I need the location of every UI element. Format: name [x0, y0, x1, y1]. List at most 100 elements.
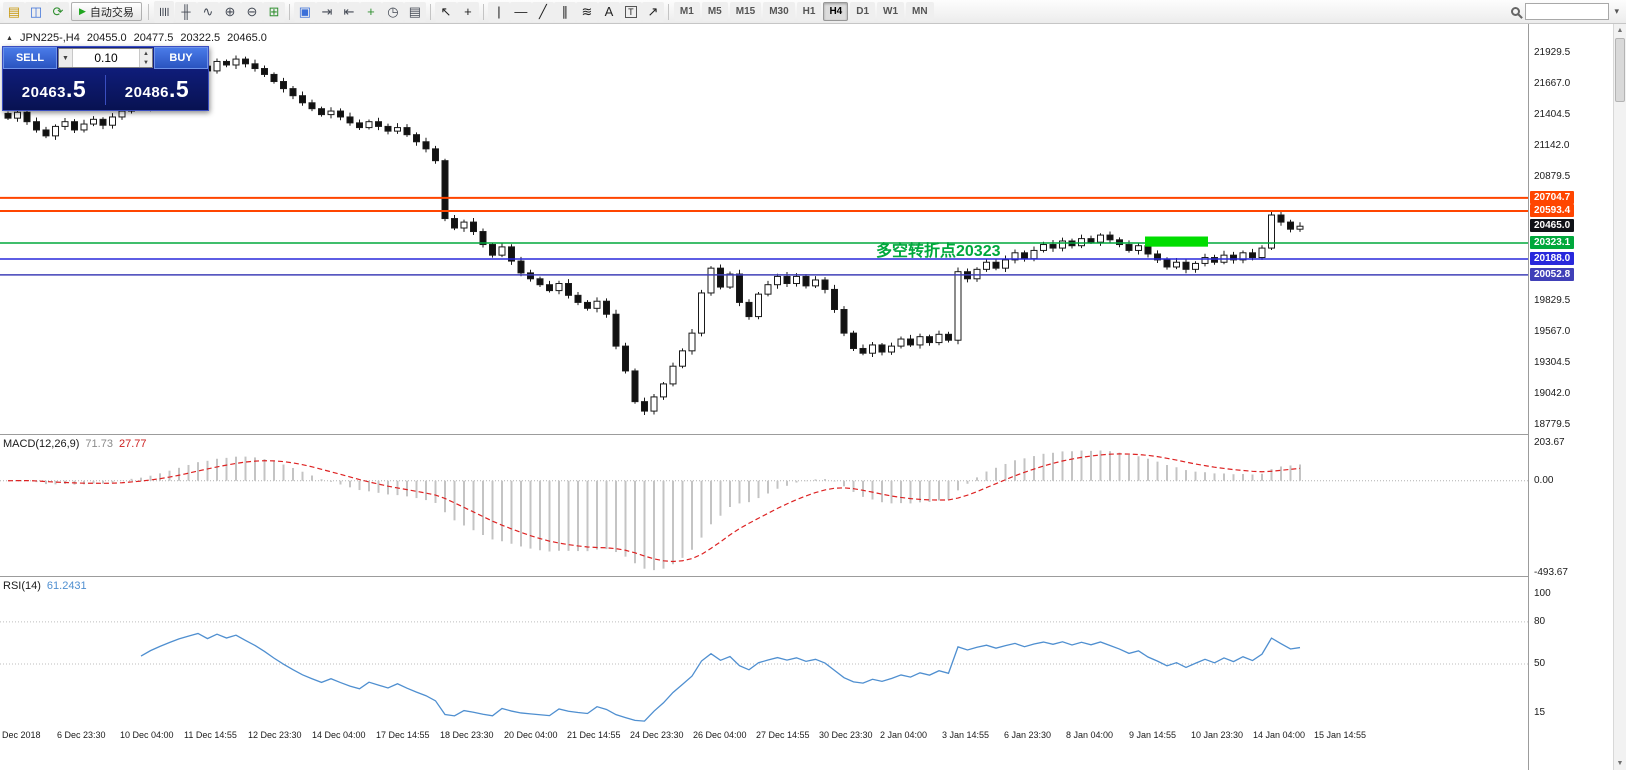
macd-tick: 203.67 — [1534, 436, 1565, 448]
line-chart-icon[interactable]: ∿ — [196, 1, 219, 22]
trendline-icon[interactable]: ╱ — [531, 1, 554, 22]
volume-dropdown-button[interactable]: ▼ — [59, 49, 73, 67]
macd-indicator-chart[interactable] — [0, 435, 1528, 576]
channel-icon[interactable]: ∥ — [553, 1, 576, 22]
auto-scroll-icon[interactable]: ⇥ — [315, 1, 338, 22]
price-badge: 20704.7 — [1530, 190, 1575, 204]
time-label: 11 Dec 14:55 — [184, 730, 237, 740]
zoom-out-icon[interactable]: ⊖ — [240, 1, 263, 22]
ohlc-close: 20465.0 — [227, 32, 267, 44]
text-icon[interactable]: A — [597, 1, 620, 22]
time-label: 24 Dec 23:30 — [630, 730, 684, 740]
scroll-up-arrow-icon[interactable]: ▲ — [1616, 27, 1624, 34]
panel-separator[interactable] — [0, 434, 1613, 435]
chart-workspace: ▲ JPN225-,H4 20455.0 20477.5 20322.5 204… — [0, 24, 1626, 770]
price-tick: 21404.5 — [1534, 109, 1571, 121]
toolbar-separator — [429, 3, 431, 20]
template-icon[interactable]: ▤ — [403, 1, 426, 22]
toolbar-separator — [667, 3, 669, 20]
terminal-icon[interactable]: ▤ — [3, 1, 25, 22]
volume-down-button[interactable]: ▼ — [139, 58, 152, 67]
toolbar-separator — [482, 3, 484, 20]
time-label: 6 Jan 23:30 — [1004, 730, 1052, 740]
toolbar-items: ▤ ◫ ⟳ ▶ 自动交易 ≣ ╫ ∿ ⊕ ⊖ ⊞ ▣ ⇥ ⇤ + ◷ ▤ ↖ + | — ╱ ∥ ≋ A T ↗ M1 M5 M15 M30… — [3, 0, 935, 23]
price-axis[interactable]: 21929.5 21667.0 21404.5 21142.0 20879.5 19829… — [1528, 24, 1613, 770]
autotrading-button[interactable]: ▶ 自动交易 — [71, 2, 142, 21]
volume-input[interactable] — [73, 49, 139, 67]
price-badge: 20052.8 — [1530, 267, 1575, 281]
macd-tick: 0.00 — [1534, 474, 1554, 486]
time-label: 6 Dec 23:30 — [57, 730, 106, 740]
rsi-value: 61.2431 — [46, 580, 87, 592]
timeframe-m5[interactable]: M5 — [701, 2, 728, 21]
chart-shift-icon[interactable]: ⇤ — [337, 1, 360, 22]
refresh-icon[interactable]: ⟳ — [47, 1, 69, 22]
macd-signal-value: 27.77 — [118, 438, 147, 450]
main-price-chart[interactable]: 多空转折点20323 — [0, 24, 1528, 434]
text-label-icon[interactable]: T — [619, 1, 642, 22]
cursor-icon[interactable]: ↖ — [434, 1, 457, 22]
scroll-down-arrow-icon[interactable]: ▼ — [1616, 760, 1624, 767]
volume-control: ▼ ▲ ▼ — [58, 48, 153, 68]
scroll-thumb[interactable] — [1615, 38, 1625, 102]
time-label: 14 Dec 04:00 — [312, 730, 366, 740]
time-label: 12 Dec 23:30 — [248, 730, 302, 740]
time-label: 14 Jan 04:00 — [1253, 730, 1306, 740]
timeframe-m1[interactable]: M1 — [673, 2, 700, 21]
trade-panel-prices: 20463.5 20486.5 — [3, 69, 208, 110]
vertical-line-icon[interactable]: | — [487, 1, 510, 22]
time-label: 21 Dec 14:55 — [567, 730, 621, 740]
one-click-trading-panel: SELL ▼ ▲ ▼ BUY 20463.5 20486.5 — [2, 46, 209, 111]
rsi-indicator-chart[interactable] — [0, 577, 1528, 723]
time-label: 30 Dec 23:30 — [819, 730, 873, 740]
chart-symbol-label: JPN225-,H4 — [19, 32, 80, 44]
crosshair-icon[interactable]: + — [456, 1, 479, 22]
time-label: 17 Dec 14:55 — [376, 730, 430, 740]
bar-chart-icon[interactable]: ≣ — [153, 0, 174, 23]
add-indicator-icon[interactable]: + — [359, 1, 382, 22]
search-input[interactable] — [1525, 3, 1610, 20]
period-icon[interactable]: ◷ — [381, 1, 404, 22]
timeframe-mn[interactable]: MN — [906, 2, 934, 21]
time-label: 26 Dec 04:00 — [693, 730, 747, 740]
price-badge: 20465.0 — [1530, 219, 1575, 233]
toolbar: ▤ ◫ ⟳ ▶ 自动交易 ≣ ╫ ∿ ⊕ ⊖ ⊞ ▣ ⇥ ⇤ + ◷ ▤ ↖ + | — ╱ ∥ ≋ A T ↗ M1 M5 M15 M30… — [0, 0, 1626, 24]
indicators-icon[interactable]: ⊞ — [262, 1, 285, 22]
timeframe-h1[interactable]: H1 — [796, 2, 822, 21]
buy-button[interactable]: BUY — [154, 47, 208, 69]
timeframe-d1[interactable]: D1 — [850, 2, 876, 21]
macd-title: MACD(12,26,9) 71.73 27.77 — [3, 438, 147, 450]
volume-up-button[interactable]: ▲ — [139, 49, 152, 58]
time-label: 10 Dec 04:00 — [120, 730, 174, 740]
new-window-icon[interactable]: ▣ — [293, 1, 316, 22]
price-tick: 21142.0 — [1534, 140, 1570, 152]
arrows-shapes-icon[interactable]: ↗ — [641, 1, 664, 22]
time-label: 9 Jan 14:55 — [1129, 730, 1177, 740]
timeframe-m15[interactable]: M15 — [729, 2, 762, 21]
timeframe-m30[interactable]: M30 — [763, 2, 795, 21]
time-label: 20 Dec 04:00 — [504, 730, 558, 740]
chevron-down-icon[interactable]: ▾ — [1614, 6, 1619, 16]
svg-text:多空转折点20323: 多空转折点20323 — [876, 241, 1001, 260]
time-axis[interactable]: Dec 2018 6 Dec 23:30 10 Dec 04:00 11 Dec 14… — [0, 723, 1528, 747]
macd-main-value: 71.73 — [85, 438, 113, 450]
timeframe-w1[interactable]: W1 — [877, 2, 905, 21]
sell-button[interactable]: SELL — [3, 47, 57, 69]
profiles-icon[interactable]: ◫ — [25, 1, 47, 22]
price-divider — [105, 74, 106, 105]
time-label: 15 Jan 14:55 — [1314, 730, 1367, 740]
search-icon[interactable] — [1511, 7, 1521, 16]
panel-separator[interactable] — [0, 576, 1613, 577]
vertical-scrollbar[interactable]: ▲ ▼ — [1613, 24, 1626, 770]
fibonacci-icon[interactable]: ≋ — [575, 1, 598, 22]
time-label: Dec 2018 — [2, 730, 41, 740]
time-label: 10 Jan 23:30 — [1191, 730, 1244, 740]
timeframe-h4[interactable]: H4 — [823, 2, 849, 21]
price-tick: 21667.0 — [1534, 78, 1571, 90]
candlestick-chart-icon[interactable]: ╫ — [174, 1, 197, 22]
price-tick: 19304.5 — [1534, 357, 1571, 369]
horizontal-line-icon[interactable]: — — [509, 1, 532, 22]
zoom-in-icon[interactable]: ⊕ — [218, 1, 241, 22]
time-label: 2 Jan 04:00 — [880, 730, 928, 740]
